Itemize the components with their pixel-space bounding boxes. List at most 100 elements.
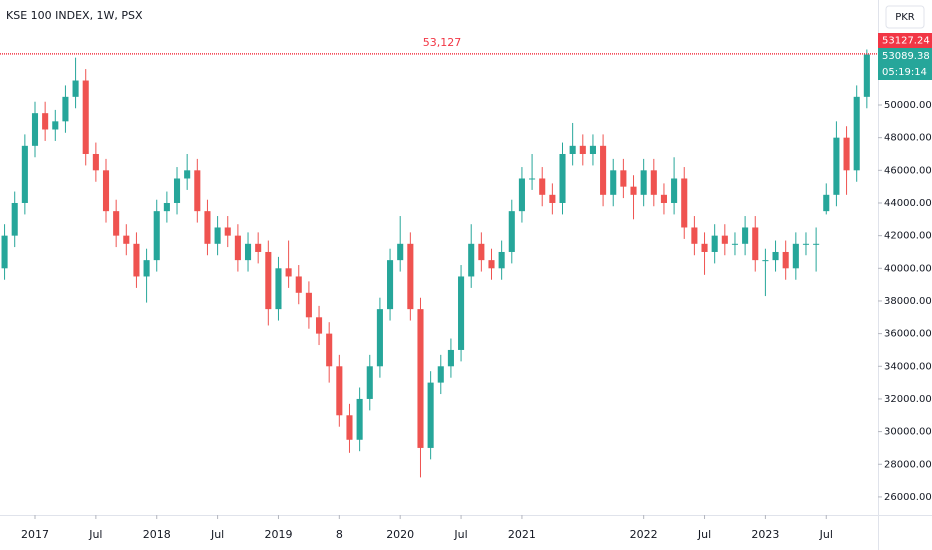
candle-body: [244, 243, 252, 261]
candle-body: [21, 145, 28, 203]
candle-body: [204, 211, 211, 244]
candle-body: [518, 178, 525, 212]
candle-body: [11, 202, 18, 236]
candle-body: [275, 268, 282, 310]
price-line-label: 53,127: [423, 36, 462, 49]
candle-body: [762, 260, 769, 262]
candle-body: [163, 202, 170, 212]
candle-body: [1, 235, 8, 269]
x-tick-label: Jul: [210, 528, 224, 541]
candle-body: [589, 145, 596, 154]
candle-body: [823, 194, 830, 212]
candle-body: [265, 251, 272, 310]
y-tick-label: 26000.00: [884, 492, 932, 503]
candle-body: [194, 170, 201, 212]
candle-body: [447, 349, 454, 367]
candle-body: [650, 170, 657, 195]
y-tick-label: 42000.00: [884, 231, 932, 242]
x-tick-label: 2023: [751, 528, 779, 541]
candle-body: [660, 194, 667, 203]
candle-body: [133, 243, 140, 277]
candle-body: [62, 96, 69, 122]
currency-button[interactable]: [885, 5, 925, 29]
candle-body: [407, 243, 414, 310]
candle-body: [92, 153, 99, 171]
candle-body: [366, 366, 373, 399]
candle-body: [376, 309, 383, 367]
candle-body: [326, 333, 333, 367]
candle-body: [508, 211, 515, 252]
candle-body: [315, 317, 323, 334]
x-tick-label: Jul: [697, 528, 711, 541]
candle-body: [123, 235, 130, 244]
candle-body: [681, 178, 688, 228]
candle-body: [792, 243, 799, 269]
candle-body: [234, 235, 241, 261]
y-tick-label: 36000.00: [884, 329, 932, 340]
candle-body: [691, 227, 698, 244]
candle-body: [529, 178, 536, 180]
candle-body: [539, 178, 546, 195]
candle-body: [113, 211, 120, 236]
candle-body: [701, 243, 708, 252]
y-tick-label: 28000.00: [884, 459, 932, 470]
candle-body: [640, 170, 647, 195]
x-tick-label: Jul: [819, 528, 833, 541]
candle-body: [224, 227, 231, 236]
last-price: 53089.38: [882, 51, 930, 62]
candle-body: [458, 276, 465, 350]
x-tick-label: 2021: [508, 528, 536, 541]
y-tick-label: 30000.00: [884, 427, 932, 438]
price-tag-bg: [878, 33, 932, 48]
candle-body: [305, 292, 312, 318]
candle-body: [72, 80, 79, 97]
candle-body: [153, 211, 160, 261]
candle-body: [721, 235, 728, 244]
x-tick-label: 8: [336, 528, 343, 541]
candle-body: [255, 243, 262, 252]
x-tick-label: 2022: [630, 528, 658, 541]
candle-body: [772, 251, 779, 261]
candle-body: [549, 194, 556, 203]
candle-body: [82, 80, 89, 154]
y-tick-label: 44000.00: [884, 198, 932, 209]
candle-body: [782, 251, 789, 269]
candle-body: [742, 227, 749, 244]
candle-body: [214, 227, 221, 244]
candle-body: [600, 145, 607, 195]
x-tick-label: Jul: [453, 528, 467, 541]
y-tick-label: 40000.00: [884, 263, 932, 274]
candle-body: [671, 178, 678, 203]
y-tick-label: 50000.00: [884, 100, 932, 111]
candle-body: [173, 178, 181, 203]
x-tick-label: Jul: [88, 528, 102, 541]
candle-body: [802, 243, 810, 245]
x-tick-label: 2019: [264, 528, 292, 541]
price-tag: 53127.24: [882, 36, 930, 47]
y-tick-label: 32000.00: [884, 394, 932, 405]
candle-body: [397, 243, 404, 261]
y-tick-label: 46000.00: [884, 165, 932, 176]
countdown: 05:19:14: [882, 67, 927, 78]
candle-body: [346, 415, 353, 440]
y-tick-label: 34000.00: [884, 361, 932, 372]
candle-body: [417, 309, 424, 448]
candle-body: [813, 243, 820, 245]
candle-body: [356, 398, 363, 440]
candle-body: [630, 186, 637, 195]
candle-body: [569, 145, 576, 154]
candle-body: [42, 113, 49, 130]
candle-body: [427, 382, 434, 448]
candle-body: [863, 54, 870, 97]
candle-body: [143, 260, 150, 277]
x-tick-label: 2018: [143, 528, 171, 541]
candle-body: [488, 260, 495, 269]
y-tick-label: 38000.00: [884, 296, 932, 307]
candle-body: [752, 227, 759, 261]
currency[interactable]: PKR: [895, 12, 915, 23]
candle-body: [285, 268, 292, 277]
x-tick-label: 2020: [386, 528, 414, 541]
candle-body: [610, 170, 617, 195]
candle-body: [731, 243, 739, 245]
